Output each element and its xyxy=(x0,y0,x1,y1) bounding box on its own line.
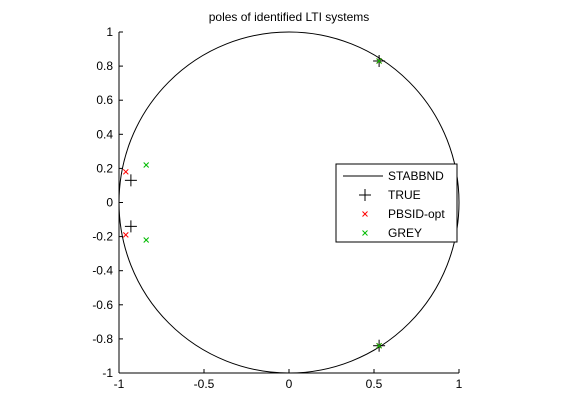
x-tick-label: 0 xyxy=(286,377,293,391)
y-tick-label: 0.4 xyxy=(96,127,113,141)
point-grey xyxy=(143,237,150,243)
legend-label-true: TRUE xyxy=(388,188,421,202)
point-pbsid-opt xyxy=(122,168,129,175)
x-tick-label: -1 xyxy=(114,377,125,391)
point-grey xyxy=(376,342,382,349)
axes: -1 -0.5 0 0.5 1 -1 -0.8 -0.6 -0.4 -0.2 0 0.2 0.4 0.6 0… xyxy=(92,25,462,391)
legend-label-stabbnd: STABBND xyxy=(388,169,444,183)
legend-swatch-grey xyxy=(362,230,368,236)
y-tick-label: -0.4 xyxy=(92,264,113,278)
legend-label-pbsid-opt: PBSID-opt xyxy=(388,207,445,221)
plot-area xyxy=(118,31,460,374)
legend-swatch-true xyxy=(359,189,371,201)
y-tick-label: -1 xyxy=(102,366,113,380)
legend-swatch-pbsid-opt xyxy=(362,211,368,217)
x-tick-label: -0.5 xyxy=(194,377,215,391)
point-true xyxy=(124,220,137,233)
y-tick-label: 0.2 xyxy=(96,161,113,175)
x-tick-label: 0.5 xyxy=(366,377,383,391)
legend-box xyxy=(335,163,458,243)
legend: STABBND TRUE PBSID-opt GREY xyxy=(335,163,458,243)
point-grey xyxy=(376,58,382,64)
y-tick-label: -0.2 xyxy=(92,230,113,244)
y-tick-label: 0.8 xyxy=(96,59,113,73)
y-tick-label: 0 xyxy=(106,196,113,210)
series-stabbnd-circle xyxy=(118,31,460,374)
y-tick-label: -0.6 xyxy=(92,298,113,312)
point-true xyxy=(124,174,137,187)
point-grey xyxy=(143,162,150,168)
point-pbsid-opt xyxy=(122,232,129,238)
x-tick-label: 1 xyxy=(456,377,463,391)
chart-title: poles of identified LTI systems xyxy=(209,10,370,24)
legend-label-grey: GREY xyxy=(388,226,422,240)
y-tick-label: 1 xyxy=(106,25,113,39)
y-tick-label: -0.8 xyxy=(92,332,113,346)
y-tick-label: 0.6 xyxy=(96,93,113,107)
